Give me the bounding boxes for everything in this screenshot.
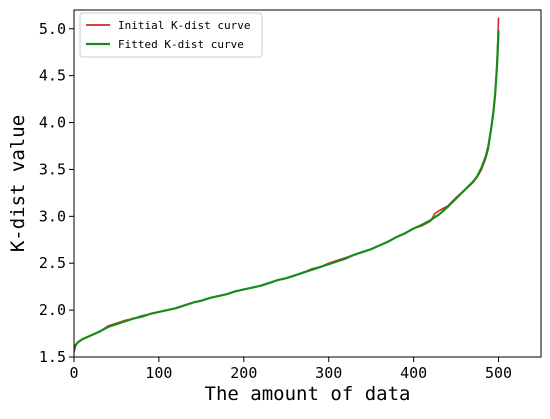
y-tick-label: 4.0 — [39, 114, 66, 132]
x-tick-label: 500 — [485, 364, 512, 382]
x-axis-label: The amount of data — [205, 383, 411, 405]
plot-frame — [73, 9, 542, 358]
x-tick-label: 300 — [315, 364, 342, 382]
y-tick-label: 5.0 — [39, 20, 66, 38]
y-tick-label: 2.5 — [39, 254, 66, 272]
series-line-initial — [74, 17, 500, 353]
legend-label-initial: Initial K-dist curve — [118, 19, 250, 32]
y-tick-label: 1.5 — [39, 348, 66, 366]
y-tick-label: 2.0 — [39, 301, 66, 319]
legend-label-fitted: Fitted K-dist curve — [118, 38, 244, 51]
x-tick-label: 100 — [145, 364, 172, 382]
y-axis-label: K-dist value — [7, 115, 29, 252]
series-line-fitted — [74, 30, 500, 350]
ticks-layer: 0 100 200 300 400 500 1.5 2.0 2.5 3.0 3.5 4.0 4.5 5.0 — [39, 20, 512, 382]
legend-box — [79, 12, 263, 58]
x-tick-label: 0 — [69, 364, 78, 382]
x-tick-label: 400 — [400, 364, 427, 382]
x-tick-label: 200 — [230, 364, 257, 382]
axes-layer — [73, 9, 542, 358]
labels-layer: The amount of data K-dist value — [7, 115, 410, 405]
y-tick-label: 4.5 — [39, 67, 66, 85]
legend: Initial K-dist curve Fitted K-dist curve — [79, 12, 263, 58]
y-tick-label: 3.5 — [39, 160, 66, 178]
y-tick-label: 3.0 — [39, 207, 66, 225]
series-layer — [74, 17, 500, 353]
